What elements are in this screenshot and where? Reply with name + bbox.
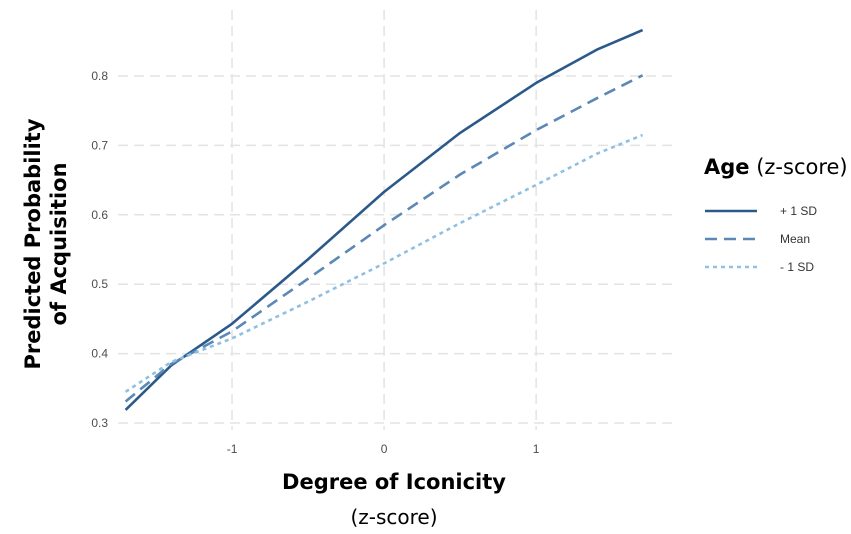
- series-line: [124, 74, 644, 403]
- legend: Age (z-score) + 1 SD Mean - 1 SD: [704, 155, 848, 274]
- y-tick-label: 0.3: [91, 416, 108, 430]
- x-tick-label: 1: [533, 442, 540, 456]
- legend-label: Mean: [780, 232, 810, 246]
- y-axis-title: Predicted Probability of Acquisition: [21, 118, 71, 369]
- y-tick-label: 0.4: [91, 347, 108, 361]
- y-tick-label: 0.8: [91, 69, 108, 83]
- x-tick-label: -1: [227, 442, 238, 456]
- x-axis-title: Degree of Iconicity: [282, 470, 506, 494]
- y-tick-label: 0.6: [91, 208, 108, 222]
- legend-label: - 1 SD: [780, 260, 814, 274]
- y-axis-ticks: 0.3 0.4 0.5 0.6 0.7 0.8: [91, 69, 108, 430]
- legend-title-rest: (z-score): [750, 155, 848, 179]
- grid: [118, 10, 673, 430]
- svg-text:Predicted Probability: Predicted Probability: [21, 118, 45, 369]
- y-tick-label: 0.5: [91, 277, 108, 291]
- x-tick-label: 0: [381, 442, 388, 456]
- x-axis-subtitle: (z-score): [350, 505, 437, 529]
- legend-title: Age (z-score): [704, 155, 848, 179]
- series-group: [124, 28, 644, 411]
- svg-text:of Acquisition: of Acquisition: [47, 162, 71, 325]
- legend-title-bold: Age: [704, 155, 750, 179]
- x-axis-ticks: -1 0 1: [227, 442, 540, 456]
- legend-items: + 1 SD Mean - 1 SD: [705, 204, 817, 274]
- series-line: [124, 133, 644, 393]
- y-tick-label: 0.7: [91, 138, 108, 152]
- legend-label: + 1 SD: [780, 204, 817, 218]
- series-line: [124, 28, 644, 411]
